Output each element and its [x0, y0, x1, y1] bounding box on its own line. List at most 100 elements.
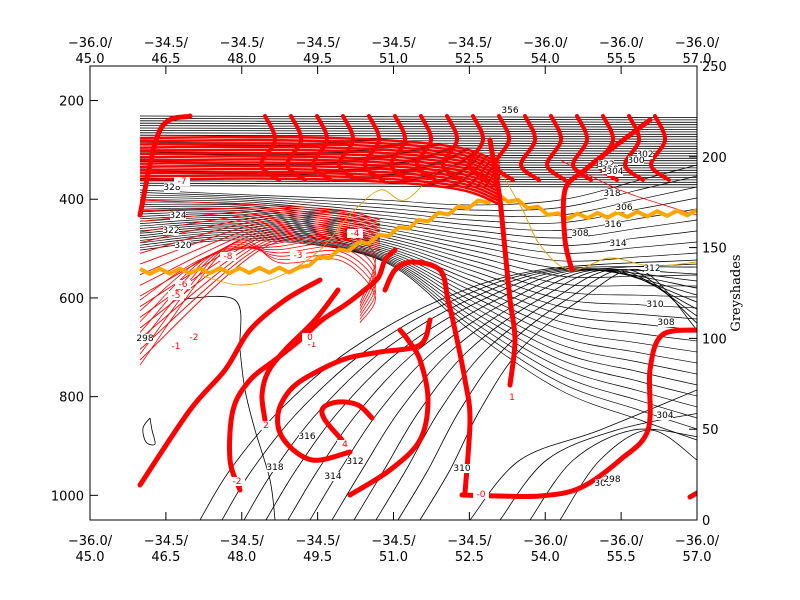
x-tick-label-bottom-line1: −36.0/: [675, 534, 720, 549]
red-thin-label-bg: [175, 280, 191, 289]
black-contour-label-bg: [605, 220, 621, 229]
black-contour-label: 320: [174, 241, 191, 251]
isentrope-mid: [139, 226, 697, 364]
black-contour-label: 302: [636, 150, 653, 160]
black-contour-label: 316: [298, 432, 315, 442]
black-contour-label: 312: [643, 264, 660, 274]
pv-thick-contour: [259, 287, 341, 423]
black-contour-label: 306: [615, 203, 632, 213]
black-contour-label-bg: [604, 475, 620, 484]
red-thick-label: -0: [477, 490, 486, 500]
pv-thick-band: [139, 151, 501, 181]
x-tick-label-top-line1: −36.0/: [523, 36, 568, 51]
x-tick-label-bottom-line1: −34.5/: [220, 534, 265, 549]
pv-thick-band: [139, 154, 501, 184]
greyshade-tick-label: 100: [702, 332, 727, 347]
isentrope-upper: [139, 115, 697, 118]
black-contour-label-bg: [175, 241, 191, 250]
x-tick-label-top-line1: −34.5/: [447, 36, 492, 51]
red-thick-label: -2: [233, 477, 242, 487]
black-contour-label: 308: [571, 229, 588, 239]
pv-thick-contour: [275, 317, 433, 463]
x-tick-label-top-line2: 52.5: [455, 52, 484, 67]
x-tick-label-top-line2: 55.5: [607, 52, 636, 67]
red-thin-label: -5: [172, 291, 181, 301]
pv-thin-mid: [139, 239, 376, 366]
x-tick-label-top-line1: −36.0/: [675, 36, 720, 51]
black-contour-label: 314: [324, 472, 341, 482]
pv-thick-band: [139, 167, 501, 197]
isentrope-lower: [287, 269, 697, 520]
black-contour-label: 298: [136, 334, 153, 344]
x-tick-label-top-line1: −34.5/: [220, 36, 265, 51]
isentrope-closed: [142, 417, 156, 446]
isentrope-mid: [139, 218, 697, 320]
pv-thick-upper-segment: [545, 114, 567, 182]
pv-thick-band: [139, 142, 501, 171]
red-thin-label-bg: [168, 342, 184, 351]
x-tick-label-top-line1: −36.0/: [68, 36, 113, 51]
x-tick-label-top-line1: −34.5/: [144, 36, 189, 51]
x-tick-label-top-line2: 46.5: [151, 52, 180, 67]
black-contour-label: 356: [501, 106, 518, 116]
pv-thick-contour: [226, 247, 398, 493]
pv-thin-upper: [139, 207, 381, 223]
black-contour-label: 322: [162, 226, 179, 236]
x-tick-label-top-line2: 48.0: [227, 52, 256, 67]
black-contour-label-bg: [607, 167, 623, 176]
pv-thick-upper-segment: [493, 114, 515, 182]
black-contour-label-bg: [644, 264, 660, 273]
red-thin-label: -3: [294, 251, 303, 261]
red-thick-contours: [137, 113, 697, 500]
y-tick-label: 600: [59, 292, 84, 307]
x-tick-label-top-line1: −34.5/: [371, 36, 416, 51]
pv-thick-contour: [382, 259, 473, 496]
contour-labels: 3563223203183163143123103083043002983283…: [136, 106, 675, 500]
y-tick-label: 400: [59, 193, 84, 208]
x-tick-label-bottom-line2: 45.0: [76, 550, 105, 565]
isentrope-lower: [243, 268, 697, 520]
isentrope-mid: [139, 199, 697, 231]
pv-thick-band: [139, 177, 501, 206]
x-tick-label-bottom-line2: 46.5: [151, 550, 180, 565]
x-tick-label-bottom-line2: 55.5: [607, 550, 636, 565]
pv-thick-upper-segment: [623, 114, 645, 182]
x-tick-label-bottom-line1: −36.0/: [599, 534, 644, 549]
black-contour-label-bg: [610, 239, 626, 248]
red-thin-label: -6: [179, 280, 188, 290]
x-tick-label-top-line2: 49.5: [303, 52, 332, 67]
x-tick-label-bottom-line2: 54.0: [531, 550, 560, 565]
pv-thick-contour: [459, 327, 697, 500]
pv-thick-band: [139, 145, 501, 174]
y-tick-label: 200: [59, 95, 84, 110]
isentrope-upper: [139, 127, 697, 130]
black-contour-label-bg: [647, 300, 663, 309]
red-thick-label-bg: [258, 421, 274, 430]
pv-thick-upper-segment: [649, 114, 671, 182]
x-tick-label-bottom-line1: −34.5/: [296, 534, 341, 549]
red-thick-label-bg: [504, 393, 520, 402]
red-thin-label-bg: [168, 291, 184, 300]
pv-thick-contour: [687, 490, 697, 500]
isentrope-upper: [139, 125, 697, 128]
pv-thick-contour: [319, 399, 375, 443]
isentrope-mid: [139, 201, 697, 239]
isentrope-right: [469, 389, 697, 520]
black-contour-label-bg: [572, 229, 588, 238]
red-thin-label-bg: [220, 252, 236, 261]
isentrope-upper: [139, 130, 697, 133]
red-thick-label-bg: [302, 333, 318, 342]
isentrope-right: [559, 429, 697, 520]
black-contour-label-bg: [347, 457, 363, 466]
pv-thick-contour: [347, 327, 431, 498]
pv-thick-band: [139, 138, 501, 168]
axes: 200 400 600 800 1000 0 50 100 150 200 250 −36.0/45.…: [51, 36, 727, 565]
y-tick-label: 1000: [51, 489, 84, 504]
black-contour-label: 318: [603, 189, 620, 199]
isentrope-lower: [419, 268, 697, 520]
x-tick-label-top-line2: 51.0: [379, 52, 408, 67]
pv-thin-mid: [139, 241, 376, 322]
x-tick-label-top-line2: 57.0: [683, 52, 712, 67]
red-thin-label-bg: [186, 333, 202, 342]
